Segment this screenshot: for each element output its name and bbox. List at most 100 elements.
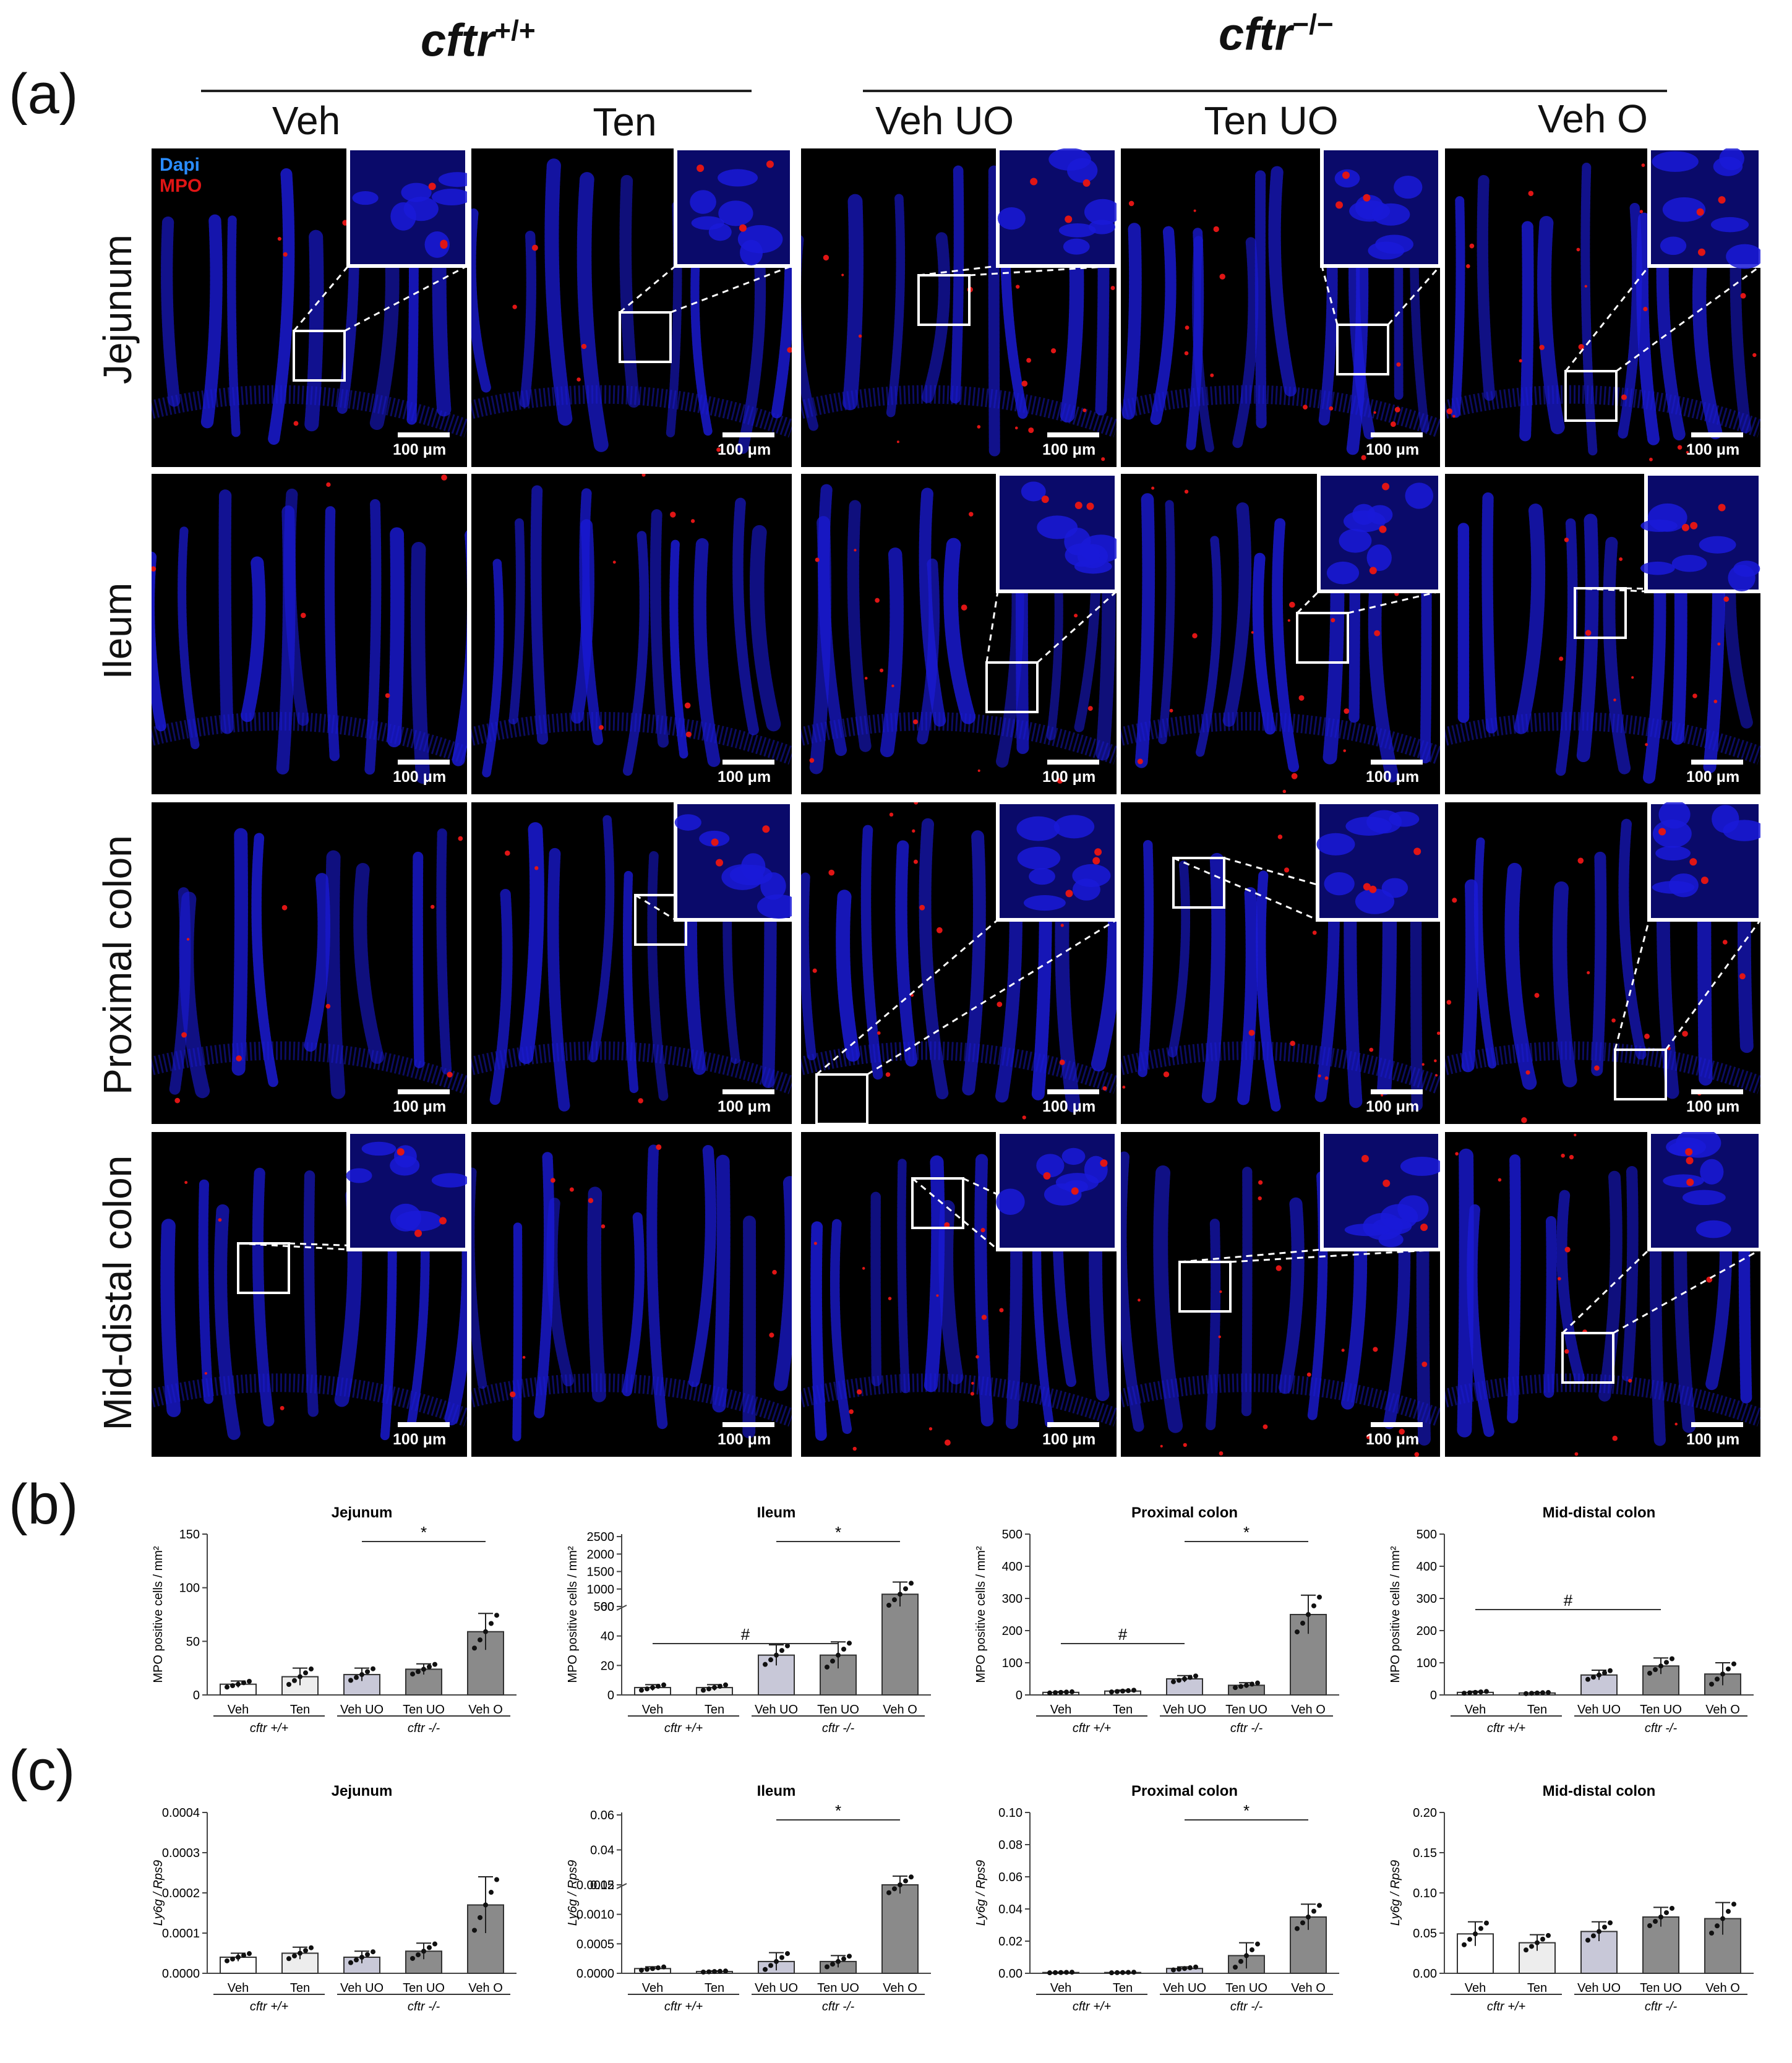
data-point (247, 1951, 252, 1957)
data-point (1311, 1603, 1316, 1608)
data-point (1193, 1673, 1198, 1679)
mpo-signal-dot (1525, 1070, 1530, 1075)
mpo-signal-dot (218, 1218, 222, 1222)
data-point (892, 1886, 897, 1892)
inset-nucleus (1378, 1232, 1404, 1248)
y-tick-label: 200 (1002, 1624, 1022, 1638)
data-point (354, 1957, 359, 1963)
mpo-signal-dot (1344, 708, 1350, 714)
zoom-region-box (1336, 324, 1389, 375)
data-point (348, 1678, 353, 1683)
data-point (241, 1953, 246, 1958)
scale-bar-label: 100 μm (1366, 1098, 1420, 1115)
micrograph-ileum-veh: 100 μm (152, 474, 467, 794)
data-point (309, 1945, 314, 1950)
data-point (1670, 1656, 1674, 1662)
mpo-signal-dot (458, 836, 463, 841)
data-point (1647, 1923, 1652, 1929)
micrograph-jejunum-veh-uo: 100 μm (801, 148, 1117, 467)
data-point (774, 1652, 779, 1658)
data-point (1529, 1944, 1534, 1949)
mpo-signal-dot (1101, 457, 1105, 461)
inset-mpo-dot (1697, 248, 1705, 256)
villus-shape (1278, 1197, 1305, 1394)
data-point (1244, 1683, 1249, 1688)
villus-shape (530, 485, 549, 745)
data-point (645, 1686, 649, 1692)
data-point (489, 1890, 494, 1895)
y-tick-label: 0.06 (998, 1871, 1022, 1884)
zoom-guide-line (1387, 265, 1440, 325)
mpo-signal-dot (1612, 1435, 1618, 1441)
micrograph-mid-distal-colon-veh-uo: 100 μm (801, 1132, 1117, 1457)
villus-shape (688, 1144, 717, 1387)
zoom-guide-line (1616, 265, 1760, 372)
micrograph-proximal-colon-ten: 100 μm (471, 802, 792, 1124)
inset-mpo-dot (1686, 1178, 1694, 1186)
y-tick-label: 0 (607, 1689, 614, 1702)
inset-mpo-dot (397, 1148, 405, 1156)
bar (881, 1884, 919, 1974)
villus-shape (508, 518, 525, 725)
data-point (483, 1629, 488, 1634)
mpo-signal-dot (999, 1308, 1004, 1313)
data-point (723, 1968, 728, 1974)
mpo-signal-dot (1564, 1246, 1571, 1253)
bar-chart-c-ileum: Ileum Ly6g / Rps9 0.0000 0.0005 0.0010 0.0015… (566, 1783, 931, 2014)
villus-shape (1138, 839, 1154, 1078)
scale-bar-label: 100 μm (1366, 1431, 1420, 1448)
group-label-ko: cftr -/- (1230, 2000, 1263, 2014)
x-tick-label: Ten UO (1640, 1703, 1682, 1717)
inset-mpo-dot (1074, 502, 1082, 510)
villus-shape (1514, 504, 1546, 734)
inset-mpo-dot (1041, 495, 1049, 504)
inset-mpo-dot (1369, 567, 1377, 575)
data-point (309, 1666, 314, 1672)
inset-nucleus (1733, 560, 1760, 577)
chart-title: Mid-distal colon (1543, 1504, 1656, 1521)
y-tick-label: 0.00 (998, 1967, 1022, 1981)
mpo-signal-dot (1628, 1378, 1632, 1383)
mpo-signal-dot (852, 1446, 857, 1451)
bar-chart-b-proximal-colon: Proximal colon MPO positive cells / mm² 0 1… (974, 1504, 1339, 1735)
zoom-guide-line (619, 265, 676, 314)
villus-shape (512, 1222, 523, 1442)
scale-bar-label: 100 μm (718, 441, 771, 458)
zoom-region-box (1614, 1049, 1667, 1100)
mpo-signal-dot (522, 1355, 526, 1359)
mpo-signal-dot (447, 1071, 453, 1078)
tissue-image (801, 474, 1117, 784)
villus-shape (1451, 196, 1465, 418)
bar (1457, 1933, 1494, 1975)
mpo-signal-dot (769, 1332, 774, 1338)
y-tick-label: 0.05 (1413, 1927, 1437, 1941)
mpo-signal-dot (1102, 1086, 1107, 1091)
data-point (286, 1682, 291, 1688)
inset-mpo-dot (1094, 848, 1102, 856)
villus-shape (649, 508, 669, 748)
mpo-signal-dot (1373, 411, 1376, 414)
data-point (706, 1686, 711, 1692)
data-point (718, 1683, 722, 1689)
x-tick-label: Ten (290, 1703, 310, 1717)
data-point (1109, 1970, 1114, 1976)
data-point (650, 1966, 655, 1971)
data-point (886, 1890, 891, 1895)
y-tick-label: 150 (179, 1528, 200, 1542)
mucosa-base (1121, 711, 1440, 765)
mpo-signal-dot (690, 519, 695, 523)
inset-mpo-dot (1065, 215, 1073, 223)
data-point (247, 1678, 252, 1684)
villus-shape (251, 832, 278, 1087)
mpo-signal-dot (1050, 348, 1057, 354)
inset-mpo-dot (1082, 179, 1091, 187)
data-point (661, 1964, 666, 1970)
villus-shape (1543, 1215, 1557, 1398)
x-tick-label: Ten UO (817, 1981, 859, 1995)
significance-marker: # (741, 1625, 750, 1644)
mpo-signal-dot (813, 1242, 817, 1245)
data-point (903, 1878, 908, 1884)
scale-bar (1691, 1422, 1743, 1427)
mpo-signal-dot (1674, 1422, 1678, 1426)
zoom-region-box (1296, 612, 1349, 664)
